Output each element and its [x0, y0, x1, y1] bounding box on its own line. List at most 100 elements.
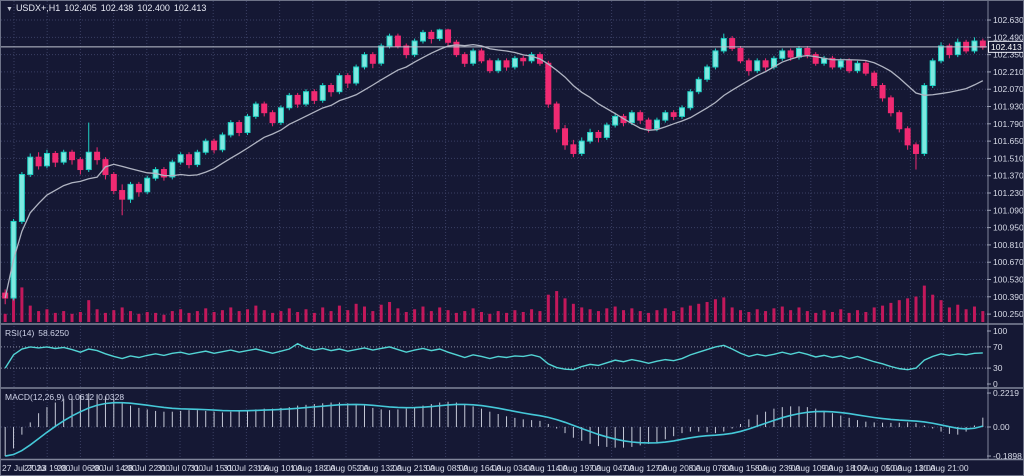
volume-bar: [87, 300, 91, 322]
candle-body: [704, 66, 711, 80]
candle-body: [679, 107, 686, 117]
candle-body: [35, 156, 42, 167]
candle-body: [419, 31, 426, 42]
candle-body: [219, 134, 226, 151]
volume-bar: [947, 307, 951, 322]
volume-bar: [772, 308, 776, 322]
volume-bar: [362, 306, 366, 322]
candle-body: [929, 60, 936, 87]
volume-bar: [254, 305, 258, 322]
volume-bar: [129, 311, 133, 322]
candle-body: [394, 35, 401, 47]
volume-bar: [663, 308, 667, 322]
candle-body: [486, 60, 493, 72]
volume-bar: [112, 310, 116, 322]
ma-line: [4, 43, 984, 299]
candle-body: [837, 60, 844, 68]
candle-body: [369, 54, 376, 64]
candle-body: [453, 41, 460, 56]
candle-body: [336, 75, 343, 93]
rsi-line: [4, 342, 983, 371]
price-axis-label: 102.210: [993, 67, 1024, 77]
candle-body: [712, 50, 719, 68]
volume-bar: [446, 310, 450, 322]
candle-body: [553, 103, 560, 130]
candle-body: [470, 50, 477, 64]
volume-bar: [889, 302, 893, 322]
volume-bar: [530, 309, 534, 322]
chart-expander-icon[interactable]: ▼: [6, 6, 13, 13]
volume-bar: [45, 309, 49, 322]
volume-bar: [137, 313, 141, 322]
volume-bar: [538, 311, 542, 322]
time-axis-label: 31 Jul 07:00: [157, 463, 204, 473]
volume-bar: [688, 305, 692, 322]
candle-body: [110, 173, 117, 192]
time-axis-label: 7 Aug 20:00: [655, 463, 701, 473]
volume-bar: [396, 308, 400, 322]
macd-axis-label: 0.00: [993, 422, 1010, 432]
volume-bar: [981, 311, 985, 322]
time-axis-label: 9 Aug 10:00: [788, 463, 834, 473]
volume-bar: [713, 299, 717, 322]
volume-bar: [312, 312, 316, 322]
volume-bar: [3, 313, 7, 322]
time-axis-label: 10 Aug 21:00: [919, 463, 969, 473]
candle-body: [562, 128, 569, 146]
candle-body: [194, 151, 201, 166]
volume-bar: [914, 296, 918, 322]
candle-body: [503, 60, 510, 68]
volume-bar: [588, 309, 592, 322]
candle-body: [302, 91, 309, 105]
candle-body: [779, 50, 786, 59]
volume-bar: [103, 312, 107, 322]
candle-body: [979, 40, 986, 48]
volume-bar: [730, 307, 734, 322]
candle-body: [637, 112, 644, 121]
volume-bar: [346, 310, 350, 322]
candle-body: [119, 190, 126, 200]
time-axis-label: 7 Aug 12:00: [622, 463, 668, 473]
candle-body: [77, 159, 84, 171]
candle-body: [202, 140, 209, 153]
volume-bar: [488, 313, 492, 322]
candle-body: [177, 154, 184, 163]
volume-bar: [212, 311, 216, 322]
candle-body: [294, 94, 301, 105]
time-axis-label: 3 Aug 16:00: [456, 463, 502, 473]
volume-bar: [179, 309, 183, 322]
volume-bar: [596, 311, 600, 322]
rsi-axis-label: 30: [993, 363, 1003, 373]
volume-bar: [780, 306, 784, 322]
volume-bar: [739, 310, 742, 322]
volume-bar: [906, 298, 910, 322]
volume-bar: [655, 310, 659, 322]
time-axis-label: 7 Aug 04:00: [589, 463, 635, 473]
candle-body: [436, 29, 443, 40]
volume-bar: [413, 309, 417, 322]
volume-bar: [187, 312, 191, 322]
volume-bar: [12, 280, 16, 322]
price-axis-label: 101.790: [993, 119, 1024, 129]
candle-body: [94, 151, 101, 161]
volume-bar: [421, 306, 425, 322]
volume-bar: [454, 312, 458, 322]
candle-body: [612, 115, 619, 126]
time-axis-label: 8 Aug 15:00: [722, 463, 768, 473]
volume-bar: [505, 312, 509, 322]
volume-bar: [379, 304, 383, 322]
volume-bar: [881, 305, 885, 322]
time-axis-label: 9 Aug 18:00: [821, 463, 867, 473]
volume-bar: [329, 311, 333, 322]
candle-body: [69, 151, 76, 161]
volume-bar: [37, 311, 41, 322]
candle-body: [361, 54, 368, 68]
candle-body: [135, 183, 142, 193]
volume-bar: [638, 311, 642, 322]
volume-bar: [630, 308, 634, 322]
candle-body: [277, 107, 284, 124]
volume-bar: [680, 307, 684, 322]
time-axis-label: 2 Aug 13:00: [357, 463, 403, 473]
